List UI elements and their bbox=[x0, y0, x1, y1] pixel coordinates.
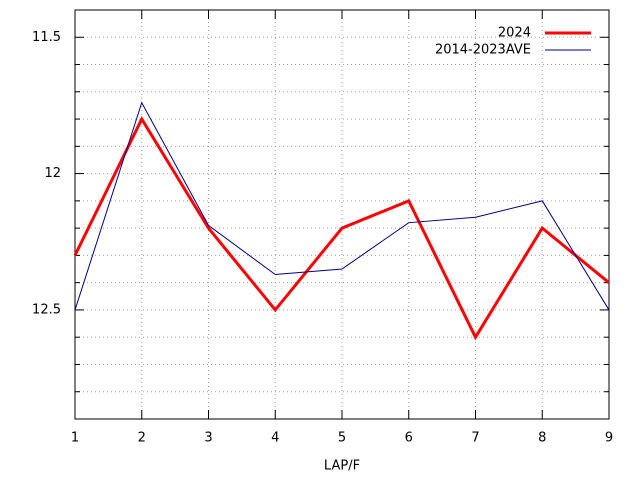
x-tick-label: 2 bbox=[138, 431, 146, 446]
legend-label: 2024 bbox=[498, 26, 531, 41]
x-tick-label: 7 bbox=[471, 431, 479, 446]
x-tick-label: 6 bbox=[405, 431, 413, 446]
y-tick-label: 12.5 bbox=[32, 302, 61, 317]
x-tick-label: 3 bbox=[204, 431, 212, 446]
y-tick-label: 11.5 bbox=[32, 30, 61, 45]
x-tick-label: 8 bbox=[538, 431, 546, 446]
plot-border bbox=[74, 9, 610, 420]
series-line bbox=[74, 101, 610, 311]
x-tick-label: 1 bbox=[71, 431, 79, 446]
x-tick-label: 5 bbox=[338, 431, 346, 446]
x-tick-label: 9 bbox=[605, 431, 613, 446]
x-axis-label: LAP/F bbox=[324, 459, 360, 474]
y-tick-label: 12 bbox=[44, 166, 61, 181]
legend-label: 2014-2023AVE bbox=[435, 43, 531, 58]
series-line bbox=[73, 115, 610, 341]
x-tick-label: 4 bbox=[271, 431, 279, 446]
